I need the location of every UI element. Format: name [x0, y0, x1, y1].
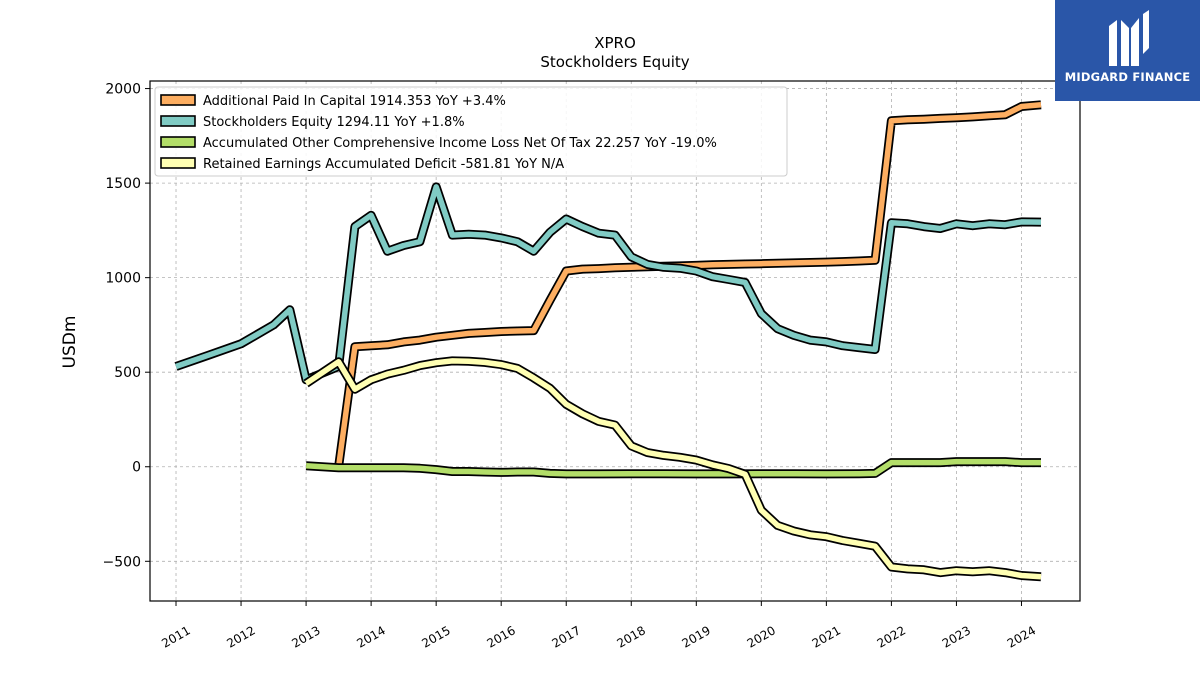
y-axis: −500 0 500 1000 1500 2000: [103, 82, 150, 570]
chart-subtitle: Stockholders Equity: [540, 53, 689, 71]
legend-entry: Stockholders Equity 1294.11 YoY +1.8%: [203, 115, 465, 130]
y-axis-label: USDm: [60, 316, 80, 369]
series-line: [175, 184, 1042, 383]
y-tick-label: 0: [132, 460, 141, 476]
y-tick-label: 2000: [105, 82, 141, 98]
x-tick-label: 2015: [419, 623, 452, 650]
legend-entry: Retained Earnings Accumulated Deficit -5…: [203, 157, 564, 172]
x-tick-label: 2014: [354, 623, 387, 650]
x-tick-label: 2020: [745, 623, 778, 650]
x-tick-label: 2018: [615, 623, 648, 650]
legend-entry: Additional Paid In Capital 1914.353 YoY …: [203, 94, 506, 109]
x-tick-label: 2023: [940, 623, 973, 650]
series-line: [304, 358, 1042, 580]
series-1: [174, 182, 1042, 385]
chart-title: XPRO: [594, 34, 636, 52]
midgard-m-logo-icon: [1109, 10, 1149, 66]
series-2: [305, 457, 1041, 479]
series-layer: [174, 100, 1042, 582]
x-tick-label: 2021: [810, 623, 843, 650]
x-tick-label: 2011: [159, 623, 192, 650]
legend-swatch: [160, 94, 196, 106]
legend-entry: Accumulated Other Comprehensive Income L…: [203, 136, 717, 151]
legend: Additional Paid In Capital 1914.353 YoY …: [154, 86, 788, 177]
legend-swatch: [160, 157, 196, 169]
x-tick-label: 2016: [484, 623, 517, 650]
x-tick-label: 2017: [549, 623, 582, 650]
legend-swatch: [160, 136, 196, 148]
x-tick-label: 2024: [1005, 623, 1038, 650]
y-tick-label: 500: [114, 365, 141, 381]
brand-logo: MIDGARD FINANCE: [1055, 0, 1200, 101]
legend-swatch: [160, 115, 196, 127]
x-tick-label: 2012: [224, 623, 257, 650]
x-tick-label: 2022: [875, 623, 908, 650]
x-tick-label: 2019: [680, 623, 713, 650]
series-3: [303, 356, 1042, 582]
legend-box: [154, 86, 788, 177]
y-tick-label: −500: [103, 554, 141, 570]
series-line: [305, 458, 1041, 477]
brand-name: MIDGARD FINANCE: [1064, 70, 1191, 84]
plot-frame: [149, 80, 1081, 602]
y-tick-label: 1500: [105, 176, 141, 192]
x-axis: 2011 2012 2013 2014 2015 2016 2017 2018 2019 2020…: [159, 601, 1038, 651]
y-tick-label: 1000: [105, 271, 141, 287]
x-tick-label: 2013: [289, 623, 322, 650]
